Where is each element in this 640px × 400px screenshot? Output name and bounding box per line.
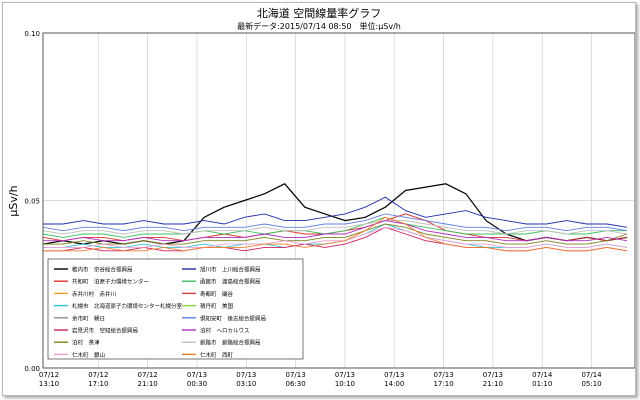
y-axis-label: μSv/h <box>7 185 20 216</box>
series-line-5 <box>42 213 628 232</box>
x-tick-date: 07/12 <box>39 371 59 379</box>
x-tick-date: 07/12 <box>138 371 158 379</box>
x-tick-time: 21:10 <box>483 380 503 388</box>
legend-entry: 余市町 朝日 <box>72 314 105 322</box>
x-tick-time: 17:10 <box>433 380 453 388</box>
chart-subtitle: 最新データ:2015/07/14 08:50 単位:μSv/h <box>237 21 401 31</box>
x-tick-time: 01:10 <box>532 380 552 388</box>
legend-entry: 函館市 渡島総合振興局 <box>200 278 261 286</box>
legend-box <box>47 258 304 360</box>
x-tick-time: 05:10 <box>581 380 601 388</box>
series-line-1 <box>43 196 628 228</box>
x-tick-date: 07/13 <box>236 371 256 379</box>
x-tick-date: 07/12 <box>88 371 108 379</box>
chart-frame: 北海道 空間線量率グラフ 最新データ:2015/07/14 08:50 単位:μ… <box>2 2 636 396</box>
x-tick-date: 07/14 <box>532 371 553 379</box>
legend-entry: 稚内市 宗谷総合振興局 <box>72 266 133 274</box>
x-tick-time: 00:30 <box>187 380 207 388</box>
legend-entry: 札幌市 北海道原子力環境センター札幌分室 <box>72 302 183 310</box>
legend-entry: 赤井川村 赤井川 <box>72 290 116 298</box>
y-tick-label: 0.10 <box>24 30 40 38</box>
legend-entry: 倶知安町 後志総合振興局 <box>200 314 266 322</box>
x-tick-date: 07/13 <box>384 371 404 379</box>
x-tick-time: 17:10 <box>88 380 108 388</box>
series-line-11 <box>43 216 628 252</box>
x-tick-time: 14:00 <box>384 380 404 388</box>
legend-entry: 泊村 ヘロカルウス <box>200 327 250 335</box>
legend-entry: 共和町 泊原子力環境センター <box>72 278 149 286</box>
series-line-10 <box>43 226 628 248</box>
x-tick-date: 07/14 <box>581 371 602 379</box>
y-tick-label: 0.05 <box>24 198 40 206</box>
legend-entry: 仁木町 西町 <box>200 351 234 359</box>
chart-title: 北海道 空間線量率グラフ <box>257 6 382 20</box>
legend-entry: 寿都町 磯谷 <box>200 290 234 298</box>
x-tick-time: 21:10 <box>138 380 158 388</box>
legend-entry: 泊村 茶津 <box>72 339 100 347</box>
legend-entry: 仁木町 銀山 <box>72 351 105 359</box>
x-tick-date: 07/13 <box>286 371 306 379</box>
series-line-7 <box>42 220 628 235</box>
legend-entry: 岩見沢市 空知総合振興局 <box>72 327 138 335</box>
series-line-9 <box>43 220 628 242</box>
y-tick-label: 0.00 <box>24 365 40 373</box>
x-tick-time: 06:30 <box>286 380 306 388</box>
legend-entry: 積丹町 美国 <box>200 302 234 310</box>
series-line-0 <box>42 183 628 245</box>
x-tick-date: 07/13 <box>187 371 207 379</box>
x-tick-date: 07/13 <box>483 371 503 379</box>
radiation-line-chart: 北海道 空間線量率グラフ 最新データ:2015/07/14 08:50 単位:μ… <box>7 6 636 388</box>
legend-entry: 旭川市 上川総合振興局 <box>200 266 261 274</box>
series-line-3 <box>42 216 627 238</box>
x-tick-time: 13:10 <box>39 380 59 388</box>
x-tick-date: 07/13 <box>335 371 355 379</box>
x-tick-time: 03:10 <box>236 380 256 388</box>
x-tick-time: 10:10 <box>335 380 355 388</box>
x-tick-date: 07/13 <box>433 371 453 379</box>
series-line-8 <box>43 223 628 245</box>
legend-entry: 釧路市 釧路総合振興局 <box>200 339 261 347</box>
